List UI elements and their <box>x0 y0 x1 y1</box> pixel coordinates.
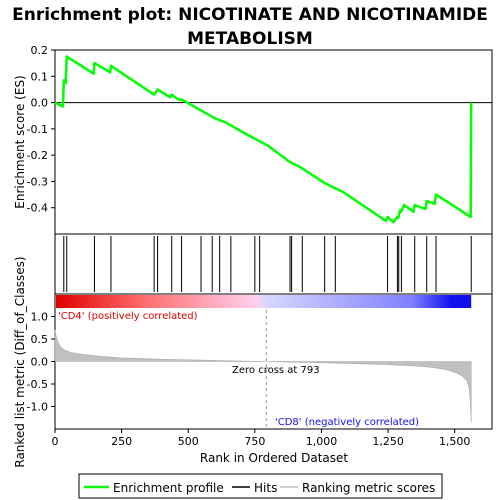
zero-cross-label: Zero cross at 793 <box>232 365 320 376</box>
es-y-tick-label: 0.2 <box>31 44 49 57</box>
es-y-tick-label: 0.1 <box>31 70 49 83</box>
hits-layer <box>63 236 472 292</box>
metric-layer: 1.0 0.5 0.0 -0.5 -1.0 0 250 500 750 1,000 1,250 1,5… <box>27 310 472 448</box>
x-axis-label: Rank in Ordered Dataset <box>200 451 348 465</box>
positive-label: 'CD4' (positively correlated) <box>58 311 198 322</box>
x-tick-label: 500 <box>178 435 199 448</box>
metric-y-tick-label: -0.5 <box>27 378 48 391</box>
metric-y-tick-label: 0.5 <box>31 333 49 346</box>
metric-y-tick-label: 0.0 <box>31 356 49 369</box>
negative-label: 'CD8' (negatively correlated) <box>275 417 419 428</box>
legend-label-enrichment: Enrichment profile <box>113 481 224 495</box>
ranking-metric-area <box>54 329 472 423</box>
metric-y-tick-label: -1.0 <box>27 401 48 414</box>
es-y-tick-label: 0.0 <box>31 97 49 110</box>
chart-title-line-2: METABOLISM <box>187 29 313 49</box>
es-panel-frame <box>54 49 493 235</box>
heat-strip-layer <box>56 295 472 308</box>
es-y-tick-label: -0.3 <box>27 175 48 188</box>
x-tick-label: 250 <box>111 435 132 448</box>
legend-label-metric: Ranking metric scores <box>302 481 435 495</box>
es-y-tick-label: -0.2 <box>27 149 48 162</box>
x-tick-label: 750 <box>244 435 265 448</box>
x-tick-label: 1,250 <box>372 435 404 448</box>
hits-panel-frame <box>54 233 493 295</box>
legend-label-hits: Hits <box>254 481 277 495</box>
es-y-tick-label: -0.4 <box>27 202 48 215</box>
x-tick-label: 0 <box>52 435 59 448</box>
legend-box <box>78 473 443 499</box>
x-tick-label: 1,500 <box>439 435 471 448</box>
es-y-axis-label: Enrichment score (ES) <box>13 75 27 208</box>
metric-y-tick-label: 1.0 <box>31 311 49 324</box>
enrichment-profile-line <box>54 55 473 224</box>
chart-title-line-1: Enrichment plot: NICOTINATE AND NICOTINA… <box>12 5 488 25</box>
es-layer: 0.2 0.1 0.0 -0.1 -0.2 -0.3 -0.4 <box>27 44 492 224</box>
heat-strip <box>56 295 472 308</box>
x-tick-label: 1,000 <box>306 435 338 448</box>
es-y-tick-label: -0.1 <box>27 123 48 136</box>
metric-y-axis-label: Ranked list metric (Diff_of_Classes) <box>13 256 27 467</box>
